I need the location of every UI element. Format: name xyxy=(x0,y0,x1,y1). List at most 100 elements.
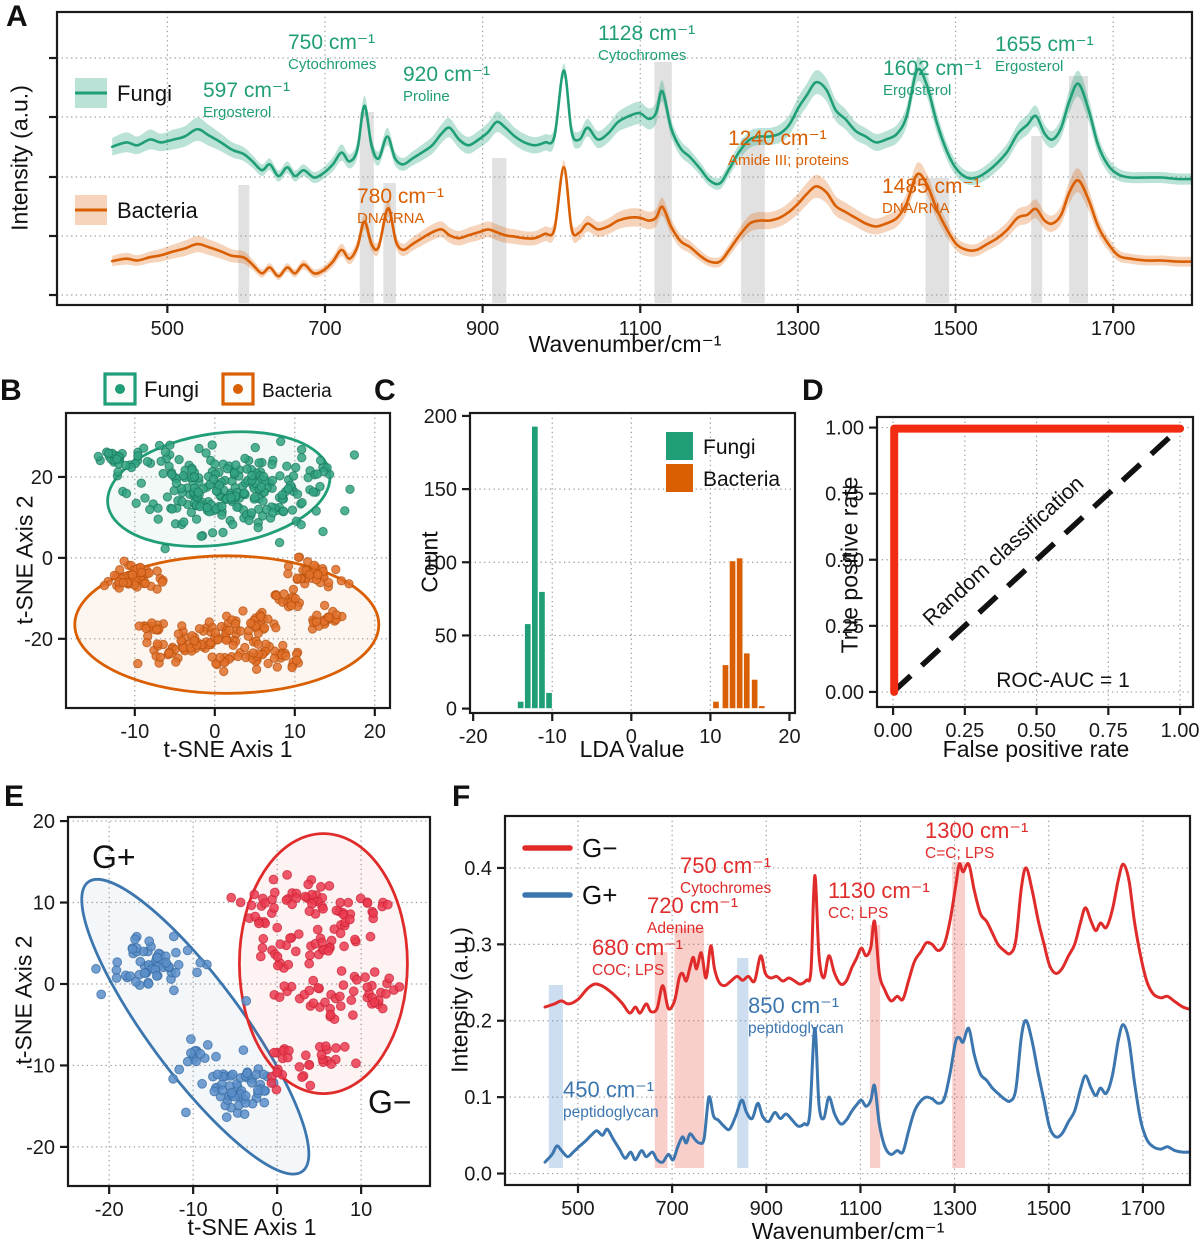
x-tick-label: 1300 xyxy=(776,318,821,340)
data-point xyxy=(152,584,162,594)
data-point xyxy=(143,979,154,989)
data-point xyxy=(160,544,170,554)
data-point xyxy=(224,625,235,636)
bar xyxy=(517,700,525,709)
data-point xyxy=(191,1056,202,1067)
highlight-band xyxy=(359,112,374,303)
data-point xyxy=(283,569,293,579)
x-tick-label: 0.75 xyxy=(1089,720,1128,742)
data-point xyxy=(377,1003,388,1014)
data-point xyxy=(249,889,260,900)
x-tick-label: 20 xyxy=(778,726,800,748)
data-point xyxy=(157,577,168,587)
data-point xyxy=(127,944,138,954)
cluster-label: G− xyxy=(368,1084,412,1120)
data-point xyxy=(171,947,181,958)
data-point xyxy=(182,1056,193,1067)
data-point xyxy=(305,950,315,961)
data-point xyxy=(240,642,250,653)
data-point xyxy=(267,475,278,486)
y-tick-label: 0.00 xyxy=(825,682,864,704)
data-point xyxy=(281,651,291,661)
x-tick-label: 10 xyxy=(350,1199,372,1221)
legend-swatch xyxy=(666,464,693,492)
highlight-band xyxy=(1031,136,1043,303)
plot-border xyxy=(468,411,797,715)
data-point xyxy=(169,985,179,996)
legend-label: Fungi xyxy=(117,81,172,106)
data-point xyxy=(193,487,203,497)
panel-letter-f: F xyxy=(452,780,471,813)
peak-annotation-sub: Cytochromes xyxy=(598,47,686,64)
data-point xyxy=(186,1034,196,1045)
data-point xyxy=(288,471,299,481)
peak-annotation: 1655 cm⁻¹ xyxy=(995,33,1094,56)
data-point xyxy=(315,481,325,492)
scatter-points-G xyxy=(91,931,279,1123)
data-point xyxy=(339,1041,350,1052)
data-point xyxy=(118,578,128,588)
x-tick-label: 0 xyxy=(209,721,220,743)
random-classifier-line xyxy=(891,425,1182,694)
data-point xyxy=(290,593,301,604)
data-point xyxy=(136,567,147,578)
data-point xyxy=(304,958,315,969)
peak-annotation: 450 cm⁻¹ xyxy=(563,1077,654,1102)
data-point xyxy=(112,454,122,464)
peak-annotation-sub: Cytochromes xyxy=(288,56,376,73)
data-point xyxy=(300,891,311,902)
x-tick-label: -10 xyxy=(538,726,567,748)
peak-annotation-sub: peptidoglycan xyxy=(748,1020,844,1037)
x-tick-label: 10 xyxy=(284,721,306,743)
data-point xyxy=(260,898,270,908)
data-point xyxy=(195,957,206,968)
data-point xyxy=(226,1087,237,1098)
data-point xyxy=(340,506,350,516)
peak-annotation: 850 cm⁻¹ xyxy=(748,993,839,1018)
series-line-g+ xyxy=(543,1019,1190,1164)
data-point xyxy=(251,1069,262,1080)
data-point xyxy=(276,436,286,447)
highlight-band xyxy=(925,178,950,303)
x-axis-title-c: LDA value xyxy=(579,736,685,762)
data-point xyxy=(217,510,227,520)
y-tick-label: 0.2 xyxy=(464,1011,492,1033)
panel-e: G+ G− -20 -10 0 10 20 10 0 -10 -20 xyxy=(26,811,432,1221)
data-point xyxy=(394,982,405,992)
legend-dot xyxy=(233,384,243,394)
panel-d: Random classification ROC-AUC = 1 0.00 0.25… xyxy=(825,415,1200,742)
data-point xyxy=(246,618,256,628)
peak-annotation-sub: Ergosterol xyxy=(995,58,1063,75)
data-point xyxy=(194,443,204,454)
legend-label: Bacteria xyxy=(117,198,198,223)
data-point xyxy=(202,1040,213,1050)
data-point xyxy=(233,651,243,662)
data-point xyxy=(278,640,288,651)
data-point xyxy=(297,1072,307,1082)
x-tick-label: 900 xyxy=(466,318,499,340)
x-axis-title-d: False positive rate xyxy=(942,736,1130,762)
grid xyxy=(57,12,1192,305)
data-point xyxy=(343,897,354,908)
data-point xyxy=(308,487,319,497)
data-point xyxy=(112,957,123,967)
x-tick-label: 0 xyxy=(272,1199,283,1221)
data-point xyxy=(345,484,355,494)
data-point xyxy=(240,1090,251,1101)
data-point xyxy=(258,471,269,482)
data-point xyxy=(154,440,165,451)
data-point xyxy=(130,934,140,945)
y-tick-label: 0 xyxy=(44,974,55,996)
data-point xyxy=(215,652,225,663)
y-tick-label: 0.25 xyxy=(825,616,864,638)
legend-swatch xyxy=(666,432,693,460)
data-point xyxy=(144,568,154,578)
data-point xyxy=(246,900,257,911)
data-point xyxy=(250,492,260,502)
data-point xyxy=(207,528,218,538)
peak-annotation: 750 cm⁻¹ xyxy=(680,853,771,878)
data-point xyxy=(291,462,301,473)
data-point xyxy=(239,1109,250,1119)
data-point xyxy=(335,928,346,939)
